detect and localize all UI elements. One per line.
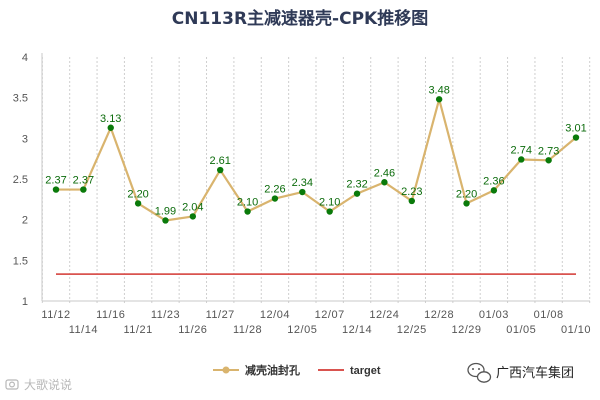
data-point [463,200,470,207]
y-tick-label: 1 [22,296,28,308]
x-tick-label: 01/10 [561,324,591,336]
y-tick-label: 1.5 [13,255,28,267]
data-point [162,217,169,224]
data-point [134,200,142,207]
data-label: 2.61 [209,155,230,167]
watermark-right: 广西汽车集团 [467,362,574,383]
legend-item-target[interactable]: target [318,365,381,377]
y-tick-label: 2 [22,215,28,227]
data-point [381,179,388,186]
data-label: 1.99 [155,205,176,217]
y-tick-label: 2.5 [13,174,28,186]
data-label: 2.10 [319,197,340,209]
data-label: 2.37 [73,175,94,187]
data-point [217,166,224,174]
data-label: 2.20 [127,188,148,200]
data-point [572,134,580,141]
x-tick-label: 11/16 [96,309,125,321]
data-point [435,96,443,103]
x-tick-label: 12/29 [452,324,482,336]
series-layer [52,96,580,276]
data-point [353,190,361,197]
legend-swatch-marker [222,366,230,374]
data-label: 2.46 [374,167,395,179]
y-tick-label: 3.5 [13,93,28,105]
watermark-text: 大歌说说 [24,377,72,392]
data-label: 2.37 [45,175,66,187]
x-tick-label: 12/07 [315,309,345,321]
x-tick-label: 11/21 [123,324,152,336]
data-label: 3.48 [428,84,449,96]
data-point [408,197,415,205]
legend-label-target: target [350,365,381,377]
x-tick-label: 11/26 [178,324,207,336]
brand-name: 广西汽车集团 [496,365,574,380]
x-tick-label: 12/25 [397,324,427,336]
wechat-icon [467,362,492,383]
data-point [52,186,60,193]
grid [41,57,591,305]
data-point [518,156,525,163]
data-label: 2.36 [483,175,504,187]
data-point [326,208,333,215]
x-axis: 11/12 11/14 11/16 11/21 11/23 11/26 11/27 11/28… [41,300,591,336]
data-point [299,188,306,196]
data-point [244,208,251,215]
data-label: 2.26 [264,184,285,196]
data-label: 2.20 [456,188,477,200]
data-point [545,157,552,164]
series-line-main [56,98,577,222]
y-tick-label: 3 [22,133,28,145]
x-tick-label: 12/04 [260,309,290,321]
data-label: 2.74 [511,144,532,156]
x-tick-label: 12/28 [424,309,454,321]
data-label: 2.34 [292,177,313,189]
data-point [271,195,279,202]
data-label: 2.73 [538,145,559,157]
data-label: 2.23 [401,186,422,198]
legend-item-series[interactable]: 减壳油封孔 [213,363,300,377]
data-label: 2.32 [346,179,367,191]
x-tick-label: 01/08 [534,309,564,321]
data-point [80,186,87,193]
chart-title: CN113R主减速器壳-CPK推移图 [172,8,428,29]
y-axis: 1 1.5 2 2.5 3 3.5 4 [13,52,43,308]
x-tick-label: 01/05 [506,324,536,336]
data-label: 2.04 [182,201,203,213]
x-tick-label: 12/05 [287,324,317,336]
x-tick-label: 11/27 [206,309,235,321]
legend-label-series: 减壳油封孔 [245,363,300,377]
y-tick-label: 4 [22,52,28,64]
data-labels: 2.37 2.37 3.13 2.20 1.99 2.04 2.61 2.10 2.26 2.34… [45,84,586,217]
camera-icon [5,379,19,390]
watermark-left: 大歌说说 [5,377,72,392]
data-label: 3.01 [565,123,586,135]
x-tick-label: 12/24 [369,309,399,321]
x-tick-label: 11/28 [233,324,262,336]
data-point [189,213,197,220]
x-tick-label: 11/23 [151,309,180,321]
x-tick-label: 12/14 [342,324,372,336]
x-tick-label: 11/12 [41,309,70,321]
data-label: 3.13 [100,113,121,125]
data-point [107,124,114,131]
legend: 减壳油封孔 target [213,363,381,377]
data-label: 2.10 [237,197,258,209]
x-tick-label: 01/03 [479,309,509,321]
x-tick-label: 11/14 [69,324,98,336]
data-point [490,187,498,194]
